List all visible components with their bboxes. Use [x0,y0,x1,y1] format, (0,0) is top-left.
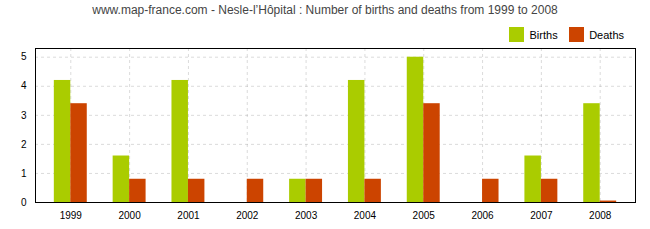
svg-text:2000: 2000 [118,210,141,221]
html-text:Births: Births [529,28,558,41]
svg-text:1999: 1999 [60,210,83,221]
svg-text:5: 5 [21,51,27,62]
svg-text:1: 1 [21,168,27,179]
svg-text:2002: 2002 [236,210,259,221]
html-text:Deaths: Deaths [589,28,624,41]
svg-text:2006: 2006 [471,210,494,221]
svg-text:2004: 2004 [354,210,377,221]
svg-text:2001: 2001 [177,210,200,221]
html-text:www.map-france.com - Nesle-l’H: www.map-france.com - Nesle-l’Hôpital : N… [92,3,558,17]
svg-text:2007: 2007 [530,210,553,221]
svg-text:2008: 2008 [589,210,612,221]
svg-text:0: 0 [21,197,27,208]
svg-text:2: 2 [21,139,27,150]
svg-text:3: 3 [21,110,27,121]
svg-text:4: 4 [21,80,27,91]
svg-text:2003: 2003 [295,210,318,221]
svg-text:2005: 2005 [413,210,436,221]
